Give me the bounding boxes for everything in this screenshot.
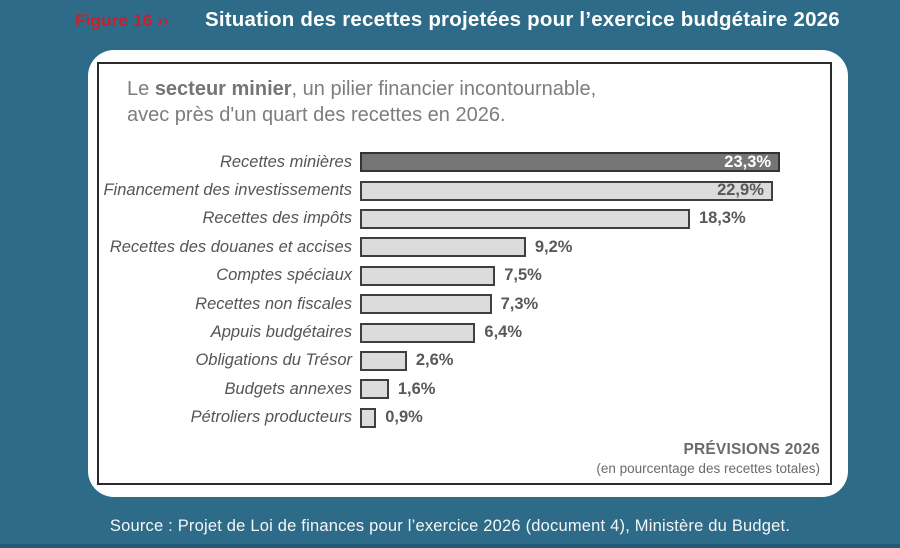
bar-label: Appuis budgétaires xyxy=(210,323,352,342)
page-title: Situation des recettes projetées pour l’… xyxy=(205,8,840,31)
chart-frame: Le secteur minier, un pilier financier i… xyxy=(97,62,832,485)
bar xyxy=(360,208,690,229)
bar-value: 22,9% xyxy=(717,181,764,200)
bar xyxy=(360,294,492,315)
headline-bold: secteur minier xyxy=(154,78,292,100)
bar-label: Recettes des douanes et accises xyxy=(109,237,352,256)
bar-value: 9,2% xyxy=(534,237,573,256)
note-title: PRÉVISIONS 2026 xyxy=(683,441,820,458)
bar-wrap: 9,2% xyxy=(360,233,830,261)
bar: 23,3% xyxy=(360,152,781,173)
bar-label: Obligations du Trésor xyxy=(195,351,352,370)
bar xyxy=(360,322,476,343)
figure-number-label: Figure 16 ›› xyxy=(75,11,170,30)
chart-row: Pétroliers producteurs 0,9% xyxy=(99,404,830,432)
bar-label: Recettes des impôts xyxy=(202,209,352,228)
bar-wrap: 7,5% xyxy=(360,262,830,290)
bar-label: Budgets annexes xyxy=(224,379,352,398)
note-subtitle: (en pourcentage des recettes totales) xyxy=(596,461,820,476)
headline-line2: avec près d'un quart des recettes en 202… xyxy=(127,104,506,126)
chart-row: Recettes minières 23,3% xyxy=(99,148,830,176)
bar-label: Recettes non fiscales xyxy=(195,294,352,313)
bar-label: Pétroliers producteurs xyxy=(190,408,352,427)
bar-value: 23,3% xyxy=(724,152,772,171)
chart-headline: Le secteur minier, un pilier financier i… xyxy=(127,76,810,128)
chart-row: Recettes non fiscales 7,3% xyxy=(99,290,830,318)
chart-rows: Recettes minières 23,3% Financement des in… xyxy=(99,148,830,432)
bar-label: Recettes minières xyxy=(219,152,352,171)
bar-value: 0,9% xyxy=(385,408,423,427)
chart-row: Recettes des douanes et accises 9,2% xyxy=(99,233,830,261)
bar-wrap: 1,6% xyxy=(360,375,830,403)
bar-label: Comptes spéciaux xyxy=(216,266,352,285)
bottom-accent-strip xyxy=(0,544,900,548)
bar: 22,9% xyxy=(360,180,773,201)
chart-row: Recettes des impôts 18,3% xyxy=(99,205,830,233)
bar-wrap: 18,3% xyxy=(360,205,830,233)
bar xyxy=(360,379,389,400)
bar-wrap: 2,6% xyxy=(360,347,830,375)
chart-row: Comptes spéciaux 7,5% xyxy=(99,262,830,290)
bar-value: 6,4% xyxy=(484,323,522,342)
bar-wrap: 6,4% xyxy=(360,318,830,346)
chart-row: Financement des investissements 22,9% xyxy=(99,176,830,204)
bar-wrap: 0,9% xyxy=(360,404,830,432)
bar xyxy=(360,265,496,286)
headline-suffix: , un pilier financier incontournable, xyxy=(291,78,597,100)
source-caption: Source : Projet de Loi de finances pour … xyxy=(109,517,791,535)
chart-card: Le secteur minier, un pilier financier i… xyxy=(88,50,848,497)
bar-value: 2,6% xyxy=(415,351,454,370)
bar-value: 7,5% xyxy=(504,266,542,285)
chart-note: PRÉVISIONS 2026 (en pourcentage des rece… xyxy=(596,441,820,476)
headline-prefix: Le xyxy=(127,78,155,100)
bar-value: 1,6% xyxy=(397,379,436,398)
bar xyxy=(360,237,526,258)
bar-wrap: 22,9% xyxy=(360,176,830,204)
bar-value: 7,3% xyxy=(500,294,539,313)
chart-row: Budgets annexes 1,6% xyxy=(99,375,830,403)
bar xyxy=(360,350,407,371)
bar-value: 18,3% xyxy=(698,209,746,228)
chart-row: Obligations du Trésor 2,6% xyxy=(99,347,830,375)
chart-row: Appuis budgétaires 6,4% xyxy=(99,318,830,346)
bar-label: Financement des investissements xyxy=(103,181,352,200)
bar-wrap: 7,3% xyxy=(360,290,830,318)
bar xyxy=(360,407,377,428)
bar-wrap: 23,3% xyxy=(360,148,830,176)
